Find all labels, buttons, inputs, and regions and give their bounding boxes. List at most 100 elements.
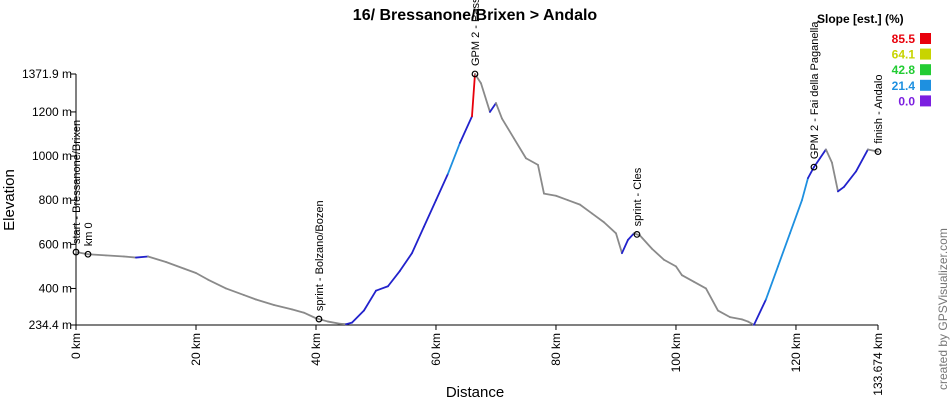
profile-segment (543, 192, 557, 197)
x-tick-label: 60 km (429, 333, 443, 366)
profile-segment (843, 170, 857, 188)
profile-segment (705, 287, 719, 312)
profile-segment (717, 309, 731, 319)
waypoint-label: GPM 2 - Passo (470, 0, 482, 66)
profile-segment (831, 161, 839, 193)
profile-segment (147, 255, 167, 263)
waypoint-label: sprint - Cles (632, 167, 644, 226)
profile-segment (399, 252, 413, 272)
legend-value: 42.8 (892, 63, 916, 77)
profile-segment (777, 232, 791, 268)
profile-segment (135, 255, 149, 259)
profile-segment (183, 267, 197, 274)
legend-value: 21.4 (892, 79, 916, 93)
y-tick-label: 1371.9 m (22, 67, 72, 81)
waypoint-label: km 0 (83, 222, 95, 246)
profile-segment (741, 318, 749, 323)
profile-segment (621, 239, 629, 255)
profile-segment (537, 163, 545, 195)
profile-segment (351, 309, 365, 324)
profile-segment (825, 148, 833, 164)
profile-segment (435, 172, 449, 202)
y-axis-label: Elevation (1, 169, 18, 231)
waypoint-label: GPM 2 - Fai della Paganella (809, 21, 821, 159)
legend-value: 0.0 (898, 94, 915, 108)
x-tick-label: 100 km (669, 333, 683, 372)
waypoint-label: start - Bressanone/Brixen (71, 120, 83, 244)
waypoint-marker (84, 250, 92, 258)
profile-segment (423, 199, 437, 228)
plot-area: 234.4 m 400 m 600 m 800 m 1000 m 1200 m 1371.9… (22, 0, 885, 396)
profile-segment (375, 285, 389, 292)
profile-segment (615, 232, 623, 255)
profile-segment (525, 157, 539, 166)
profile-segment (363, 289, 377, 312)
profile-segment (243, 294, 257, 301)
legend-title: Slope [est.] (%) (817, 12, 904, 26)
profile-segment (555, 194, 569, 202)
profile-segment (207, 278, 227, 290)
elevation-profile (75, 73, 879, 326)
profile-segment (411, 225, 425, 255)
x-axis-label: Distance (446, 384, 504, 400)
profile-segment (819, 148, 827, 160)
profile-segment (75, 251, 89, 256)
profile-segment (867, 148, 879, 153)
profile-segment (123, 255, 137, 259)
profile-segment (447, 141, 461, 175)
profile-segment (501, 117, 515, 140)
profile-segment (105, 254, 125, 258)
x-tick-label: 40 km (309, 333, 323, 366)
profile-segment (291, 308, 305, 314)
profile-segment (693, 280, 707, 290)
profile-segment (459, 115, 473, 144)
profile-segment (489, 102, 497, 113)
profile-segment (633, 232, 641, 237)
profile-segment (345, 321, 353, 326)
profile-segment (765, 265, 779, 301)
slope-legend: Slope [est.] (%) 85.5 64.142.8 21.40.0 (817, 12, 931, 108)
waypoint-marker (810, 163, 818, 171)
profile-segment (627, 232, 635, 241)
y-tick-label: 1200 m (32, 105, 72, 119)
profile-segment (675, 265, 683, 277)
profile-segment (474, 73, 482, 85)
waypoint-marker (874, 148, 882, 156)
profile-segment (591, 212, 605, 224)
legend-swatch (920, 79, 931, 91)
legend-swatch (920, 64, 931, 76)
profile-segment (165, 261, 185, 270)
profile-segment (801, 177, 809, 202)
profile-segment (480, 82, 491, 113)
profile-segment (225, 287, 245, 296)
profile-segment (495, 102, 503, 120)
credit-text: created by GPSVisualizer.com (936, 228, 950, 390)
chart-title: 16/ Bressanone/Brixen > Andalo (353, 7, 598, 24)
legend-swatch (920, 33, 931, 44)
profile-segment (195, 272, 209, 281)
profile-segment (753, 298, 767, 326)
profile-segment (807, 166, 815, 180)
profile-segment (579, 203, 593, 215)
y-tick-label: 400 m (39, 281, 72, 295)
legend-swatch (920, 95, 931, 107)
waypoint-annotations: start - Bressanone/Brixen km 0 sprint - Bo… (71, 0, 885, 323)
profile-segment (747, 320, 755, 326)
profile-segment (387, 269, 401, 288)
legend-items: 85.5 64.142.8 21.40.0 (892, 32, 931, 108)
profile-segment (603, 221, 617, 235)
legend-value: 64.1 (892, 48, 916, 62)
y-ticks: 234.4 m 400 m 600 m 800 m 1000 m 1200 m 1371.9… (22, 67, 76, 332)
x-ticks: 0 km 20 km 40 km 60 km 80 km 100 km 120 km 133.… (69, 325, 885, 396)
x-tick-label: 0 km (69, 333, 83, 359)
waypoint-marker (471, 70, 479, 78)
y-tick-label: 1000 m (32, 149, 72, 163)
x-tick-label: 133.674 km (871, 333, 885, 396)
waypoint-label: sprint - Bolzano/Bozen (314, 200, 326, 311)
profile-segment (639, 234, 653, 250)
profile-segment (681, 274, 695, 283)
profile-segment (303, 311, 317, 320)
legend-value: 85.5 (892, 32, 916, 46)
profile-segment (789, 199, 803, 235)
profile-segment (651, 247, 665, 261)
